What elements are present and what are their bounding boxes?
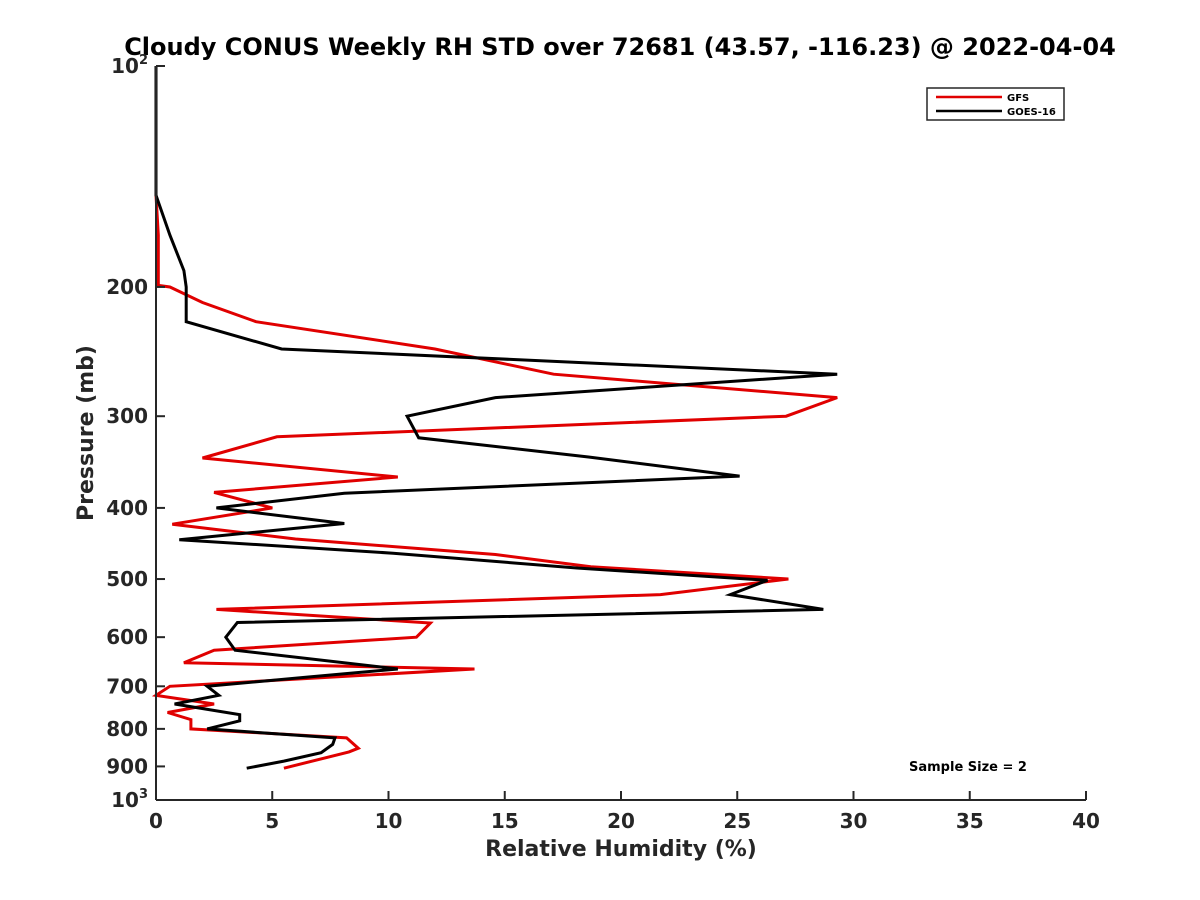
- y-tick-label: 103: [111, 787, 148, 812]
- series-line-gfs: [151, 66, 838, 770]
- x-tick-label: 0: [149, 809, 163, 833]
- y-tick-label: 200: [106, 275, 148, 299]
- series-line-goes16: [154, 66, 838, 770]
- x-tick-label: 30: [840, 809, 868, 833]
- legend-label-goes16: GOES-16: [1007, 107, 1056, 118]
- y-tick-label: 800: [106, 717, 148, 741]
- legend-label-gfs: GFS: [1007, 93, 1029, 104]
- y-ticks: 102 200 300 400 500 600 700 800 900 103: [106, 53, 165, 812]
- x-tick-label: 5: [265, 809, 279, 833]
- y-tick-label: 600: [106, 625, 148, 649]
- axes-layer: [155, 66, 1086, 801]
- x-tick-label: 25: [723, 809, 751, 833]
- y-tick-label: 500: [106, 567, 148, 591]
- y-tick-label: 700: [106, 674, 148, 698]
- sample-size-annotation: Sample Size = 2: [909, 760, 1027, 775]
- x-axis-label: Relative Humidity (%): [485, 837, 757, 862]
- x-tick-label: 10: [375, 809, 403, 833]
- x-tick-label: 20: [607, 809, 635, 833]
- series-layer: [151, 66, 838, 770]
- legend: GFS GOES-16: [926, 87, 1065, 121]
- y-tick-label: 400: [106, 496, 148, 520]
- y-tick-label: 900: [106, 754, 148, 778]
- x-tick-label: 35: [956, 809, 984, 833]
- y-tick-label: 300: [106, 404, 148, 428]
- y-tick-label: 102: [111, 53, 148, 78]
- x-tick-label: 15: [491, 809, 519, 833]
- x-ticks: 0 5 10 15 20 25 30 35 40: [149, 791, 1100, 833]
- x-tick-label: 40: [1072, 809, 1100, 833]
- y-axis-label: Pressure (mb): [74, 345, 99, 521]
- chart-title: Cloudy CONUS Weekly RH STD over 72681 (4…: [124, 33, 1116, 61]
- legend-box: [926, 87, 1065, 121]
